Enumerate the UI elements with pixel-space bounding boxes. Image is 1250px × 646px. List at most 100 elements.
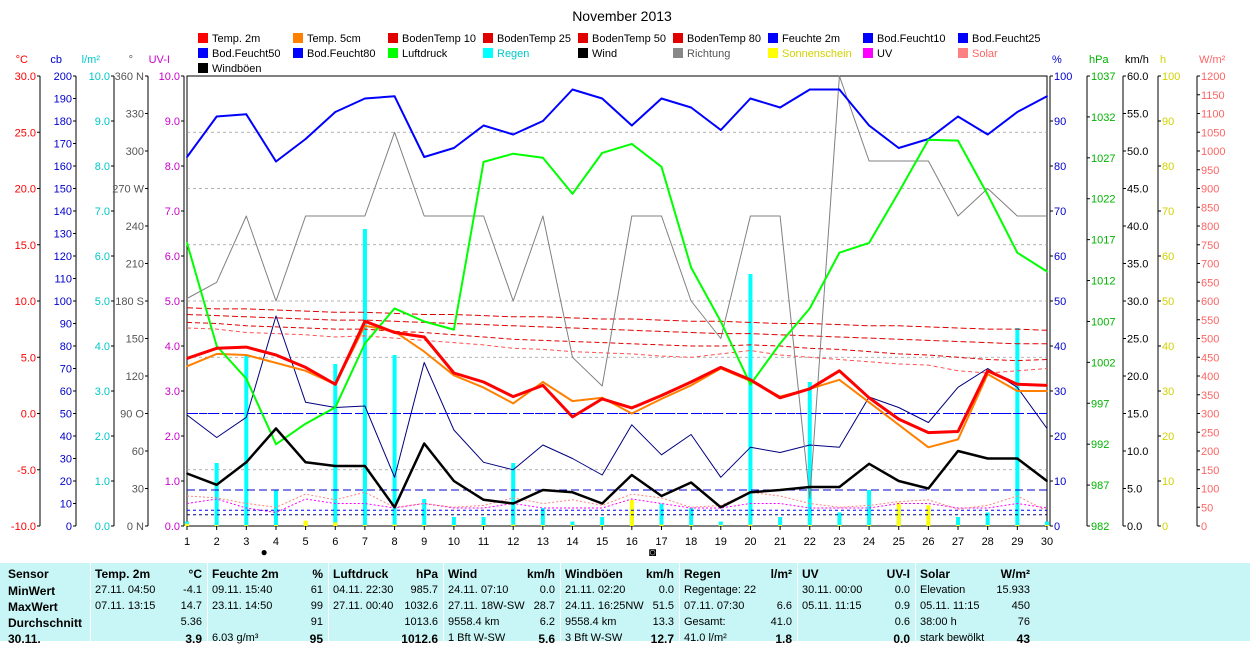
stats-cell-min-time: Regentage: 22 — [684, 584, 757, 596]
bar-sonnenschein — [867, 525, 872, 526]
chart-axes: °C30.025.020.015.010.05.00.0-5.0-10.0cb2… — [11, 54, 1226, 559]
axis-tick-: 60 — [132, 446, 144, 458]
series-line-solar — [186, 491, 1048, 512]
stats-cell-unit: UV-I — [886, 567, 910, 581]
axis-tick-c: 0.0 — [21, 409, 36, 421]
stats-column-wind: Wind km/h 24.11. 07:10 0.0 27.11. 18W-SW 28.7… — [443, 563, 559, 646]
axis-tick-hpa: 1007 — [1091, 316, 1115, 328]
bar-sonnenschein — [481, 525, 486, 526]
point-feuchte-2m — [986, 133, 989, 136]
stats-cell-title: Windböen — [565, 567, 623, 581]
x-tick-label: 13 — [537, 536, 549, 548]
series-line-uv — [186, 498, 1048, 513]
point-temp-2m — [215, 347, 218, 350]
axis-tick-l-m: 9.0 — [95, 116, 110, 128]
axis-tick-km-h: 25.0 — [1127, 334, 1148, 346]
point-feuchte-2m — [512, 133, 515, 136]
bar-sonnenschein — [837, 525, 842, 526]
x-tick-label: 3 — [243, 536, 249, 548]
point-temp-5cm — [275, 361, 277, 364]
stats-cell-title: Wind — [448, 567, 478, 581]
legend-swatch-regen — [483, 48, 493, 58]
legend-label-bodentemp-25: BodenTemp 25 — [497, 33, 571, 45]
row-label-header: Sensor — [8, 567, 49, 581]
stats-cell-unit: km/h — [645, 567, 674, 581]
axis-tick-cb: 200 — [54, 71, 72, 83]
stats-cell-cur-b: 12.7 — [650, 632, 674, 646]
stats-cell-max-val: 14.7 — [180, 600, 202, 612]
axis-tick-c: 5.0 — [21, 352, 36, 364]
axis-tick-km-h: 30.0 — [1127, 296, 1148, 308]
stats-cell-avg-a: Gesamt: — [684, 616, 726, 628]
point-temp-2m — [660, 394, 663, 397]
bar-regen — [451, 517, 456, 526]
bar-sonnenschein — [540, 525, 545, 526]
weather-chart: November 2013 Temp. 2m Temp. 5cm BodenTemp… — [11, 8, 1226, 559]
stats-cell-unit: °C — [188, 567, 202, 581]
bar-sonnenschein — [214, 525, 219, 526]
axis-unit-: % — [1052, 54, 1062, 66]
axis-tick-h: 50 — [1162, 296, 1174, 308]
bar-sonnenschein — [451, 525, 456, 526]
point-luftdruck — [452, 328, 455, 331]
point-luftdruck — [630, 143, 633, 145]
axis-tick-w-m: 950 — [1201, 165, 1219, 177]
point-wind — [660, 495, 663, 497]
axis-tick-h: 40 — [1162, 341, 1174, 353]
bar-sonnenschein — [985, 525, 990, 526]
stats-column-feuchte-2m: Feuchte 2m% 09.11. 15:40 61 23.11. 14:50 99 9… — [207, 563, 327, 646]
bar-sonnenschein — [1015, 525, 1020, 526]
axis-tick-cb: 20 — [60, 476, 72, 488]
point-feuchte-2m — [334, 111, 337, 113]
stats-cell-min-val: 0.0 — [658, 584, 674, 596]
stats-cell-max-time: 07.11. 13:15 — [95, 600, 156, 612]
axis-tick-l-m: 5.0 — [95, 296, 110, 308]
axis-tick-w-m: 350 — [1201, 390, 1219, 402]
axis-tick-w-m: 200 — [1201, 446, 1219, 458]
point-luftdruck — [334, 406, 337, 409]
axis-tick-w-m: 1200 — [1201, 71, 1225, 83]
axis-tick-cb: 130 — [54, 229, 72, 241]
bar-regen — [837, 512, 842, 526]
stats-cell-max-val: 51.5 — [652, 600, 674, 612]
row-label-avg: Durchschnitt — [8, 616, 83, 630]
bar-regen — [867, 490, 872, 526]
point-luftdruck — [186, 242, 188, 244]
axis-tick-cb: 30 — [60, 454, 72, 466]
point-wind — [482, 498, 485, 501]
axis-tick-: 0 — [1054, 521, 1060, 533]
series-line-bodentemp-80 — [186, 307, 1048, 331]
point-temp-5cm — [571, 400, 574, 403]
point-temp-2m — [868, 396, 870, 399]
axis-tick-: 90 — [1054, 116, 1066, 128]
point-temp-5cm — [660, 397, 663, 400]
point-temp-2m — [630, 406, 633, 409]
point-feuchte-2m — [541, 120, 544, 122]
point-feuchte-2m — [838, 88, 841, 91]
point-temp-5cm — [957, 438, 959, 441]
point-wind — [601, 502, 604, 505]
stats-cell-cur-b: 1.8 — [775, 632, 792, 646]
point-temp-2m — [927, 431, 930, 434]
x-tick-label: 22 — [804, 536, 816, 548]
point-wind — [897, 480, 900, 482]
legend-label-feuchte-2m: Feuchte 2m — [782, 33, 840, 45]
point-feuchte-2m — [868, 124, 870, 127]
stats-cell-min-val: 985.7 — [410, 584, 438, 596]
bar-sonnenschein — [600, 525, 605, 526]
x-tick-label: 11 — [478, 536, 489, 548]
axis-tick-hpa: 982 — [1091, 521, 1109, 533]
bar-sonnenschein — [689, 525, 694, 526]
axis-tick-c: 30.0 — [15, 71, 36, 83]
point-temp-5cm — [186, 365, 188, 368]
point-wind — [452, 480, 455, 482]
x-tick-label: 8 — [392, 536, 398, 548]
bar-sonnenschein — [570, 525, 575, 526]
axis-tick-hpa: 987 — [1091, 480, 1109, 492]
axis-tick-w-m: 250 — [1201, 427, 1219, 439]
axis-tick-cb: 40 — [60, 431, 72, 443]
axis-tick-l-m: 8.0 — [95, 161, 110, 173]
axis-tick-: 60 — [1054, 251, 1066, 263]
x-tick-label: 12 — [507, 536, 519, 548]
axis-tick-km-h: 0.0 — [1127, 521, 1142, 533]
